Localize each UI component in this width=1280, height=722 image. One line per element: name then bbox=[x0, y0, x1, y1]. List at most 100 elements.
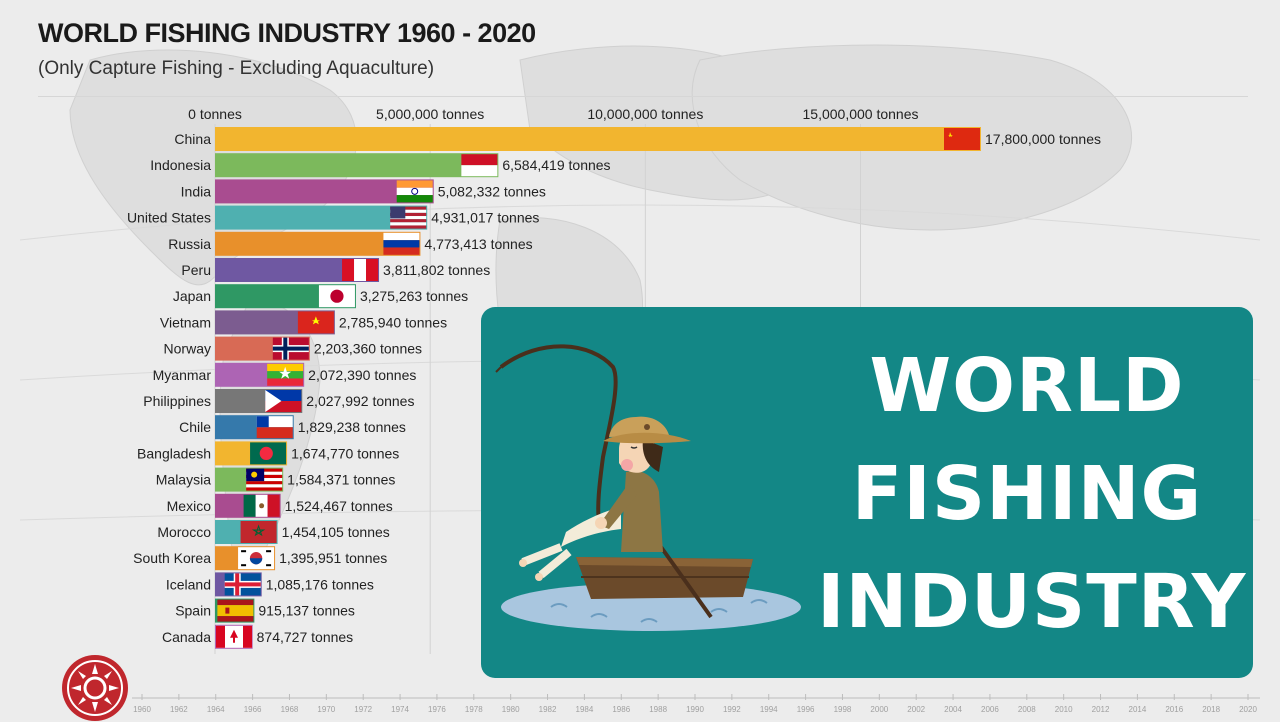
country-label: Iceland bbox=[166, 576, 211, 592]
value-label: 6,584,419 tonnes bbox=[502, 157, 610, 173]
morocco-flag-icon bbox=[240, 521, 277, 543]
value-label: 2,027,992 tonnes bbox=[306, 393, 414, 409]
timeline-year-label: 1992 bbox=[723, 705, 741, 714]
spain-flag-icon bbox=[217, 599, 254, 622]
country-label: India bbox=[181, 183, 212, 199]
country-label: Vietnam bbox=[160, 314, 211, 330]
value-label: 1,085,176 tonnes bbox=[266, 576, 374, 592]
vietnam-flag-icon bbox=[297, 311, 334, 334]
country-label: China bbox=[174, 131, 211, 147]
canada-flag-icon bbox=[216, 625, 252, 648]
country-label: South Korea bbox=[133, 550, 211, 566]
mexico-flag-icon bbox=[243, 494, 280, 517]
country-label: Mexico bbox=[167, 498, 212, 514]
overlay-line-fishing: FISHING bbox=[851, 451, 1203, 537]
south-korea-flag-icon bbox=[238, 547, 275, 570]
header-divider bbox=[38, 96, 1248, 97]
china-flag-icon bbox=[944, 128, 980, 150]
axis-tick-label: 5,000,000 tonnes bbox=[376, 106, 484, 122]
timeline-year-label: 2012 bbox=[1092, 705, 1110, 714]
country-label: United States bbox=[127, 210, 211, 226]
title-card: WORLD FISHING INDUSTRY bbox=[481, 307, 1253, 678]
country-label: Canada bbox=[162, 629, 211, 645]
country-label: Indonesia bbox=[150, 157, 211, 173]
russia-flag-icon bbox=[383, 232, 420, 255]
country-label: Spain bbox=[175, 603, 211, 619]
value-label: 2,785,940 tonnes bbox=[339, 314, 447, 330]
timeline-year-label: 1978 bbox=[465, 705, 483, 714]
timeline-year-label: 1984 bbox=[576, 705, 594, 714]
indonesia-flag-icon bbox=[461, 154, 498, 177]
country-label: Peru bbox=[181, 262, 211, 278]
country-label: Japan bbox=[173, 288, 211, 304]
timeline-year-label: 2000 bbox=[870, 705, 888, 714]
timeline-year-label: 1962 bbox=[170, 705, 188, 714]
timeline-year-label: 1998 bbox=[834, 705, 852, 714]
value-label: 1,674,770 tonnes bbox=[291, 445, 399, 461]
value-label: 2,203,360 tonnes bbox=[314, 341, 422, 357]
bar bbox=[215, 127, 981, 151]
value-label: 1,395,951 tonnes bbox=[279, 550, 387, 566]
value-label: 3,811,802 tonnes bbox=[383, 262, 490, 278]
country-label: Myanmar bbox=[153, 367, 212, 383]
timeline-year-label: 1996 bbox=[797, 705, 815, 714]
timeline-year-label: 1988 bbox=[649, 705, 667, 714]
value-label: 1,524,467 tonnes bbox=[285, 498, 393, 514]
axis-tick-label: 0 tonnes bbox=[188, 106, 242, 122]
overlay-line-industry: INDUSTRY bbox=[817, 559, 1247, 645]
timeline-year-label: 1982 bbox=[539, 705, 557, 714]
timeline-year-label: 2008 bbox=[1018, 705, 1036, 714]
malaysia-flag-icon bbox=[246, 468, 283, 491]
timeline-year-label: 1974 bbox=[391, 705, 409, 714]
axis-tick-label: 15,000,000 tonnes bbox=[803, 106, 919, 122]
timeline-year-label: 1964 bbox=[207, 705, 225, 714]
value-label: 4,773,413 tonnes bbox=[424, 236, 532, 252]
fisherman-illustration bbox=[495, 344, 801, 631]
value-label: 915,137 tonnes bbox=[258, 603, 355, 619]
india-flag-icon bbox=[396, 180, 433, 203]
timeline-year-label: 1966 bbox=[244, 705, 262, 714]
peru-flag-icon bbox=[342, 259, 379, 281]
country-label: Russia bbox=[168, 236, 211, 252]
country-label: Philippines bbox=[143, 393, 211, 409]
country-label: Malaysia bbox=[156, 472, 211, 488]
timeline-year-label: 1990 bbox=[686, 705, 704, 714]
value-label: 2,072,390 tonnes bbox=[308, 367, 416, 383]
chile-flag-icon bbox=[256, 416, 293, 439]
country-label: Norway bbox=[164, 341, 211, 357]
country-label: Bangladesh bbox=[137, 445, 211, 461]
value-label: 874,727 tonnes bbox=[257, 629, 354, 645]
overlay-line-world: WORLD bbox=[869, 343, 1185, 429]
norway-flag-icon bbox=[272, 337, 309, 360]
timeline-year-label: 1994 bbox=[760, 705, 778, 714]
japan-flag-icon bbox=[318, 285, 355, 308]
usa-flag-icon bbox=[390, 206, 427, 229]
year-timeline[interactable]: 1960 1962 1964 1966 1968 1970 1972 1974 1976 1978… bbox=[0, 690, 1280, 720]
timeline-year-label: 2014 bbox=[1129, 705, 1147, 714]
value-label: 1,584,371 tonnes bbox=[287, 472, 395, 488]
timeline-year-label: 2010 bbox=[1055, 705, 1073, 714]
timeline-year-label: 1960 bbox=[133, 705, 151, 714]
bangladesh-flag-icon bbox=[250, 442, 287, 465]
timeline-year-label: 2018 bbox=[1202, 705, 1220, 714]
value-label: 1,829,238 tonnes bbox=[298, 419, 406, 435]
iceland-flag-icon bbox=[224, 573, 261, 596]
bar bbox=[215, 153, 499, 178]
value-label: 4,931,017 tonnes bbox=[431, 210, 539, 226]
timeline-year-label: 1986 bbox=[612, 705, 630, 714]
value-label: 17,800,000 tonnes bbox=[985, 131, 1101, 147]
timeline-year-label: 2020 bbox=[1239, 705, 1257, 714]
timeline-year-label: 1976 bbox=[428, 705, 446, 714]
timeline-year-label: 2016 bbox=[1165, 705, 1183, 714]
value-label: 1,454,105 tonnes bbox=[282, 524, 390, 540]
chart-subtitle: (Only Capture Fishing - Excluding Aquacu… bbox=[38, 58, 435, 79]
myanmar-flag-icon bbox=[267, 363, 304, 386]
timeline-year-label: 2002 bbox=[907, 705, 925, 714]
channel-logo bbox=[62, 655, 128, 721]
timeline-year-label: 1980 bbox=[502, 705, 520, 714]
country-label: Morocco bbox=[157, 524, 211, 540]
chart-title: WORLD FISHING INDUSTRY 1960 - 2020 bbox=[38, 18, 536, 48]
timeline-year-label: 2004 bbox=[944, 705, 962, 714]
overlay-headline: WORLD FISHING INDUSTRY bbox=[817, 332, 1247, 656]
timeline-year-label: 1970 bbox=[317, 705, 335, 714]
